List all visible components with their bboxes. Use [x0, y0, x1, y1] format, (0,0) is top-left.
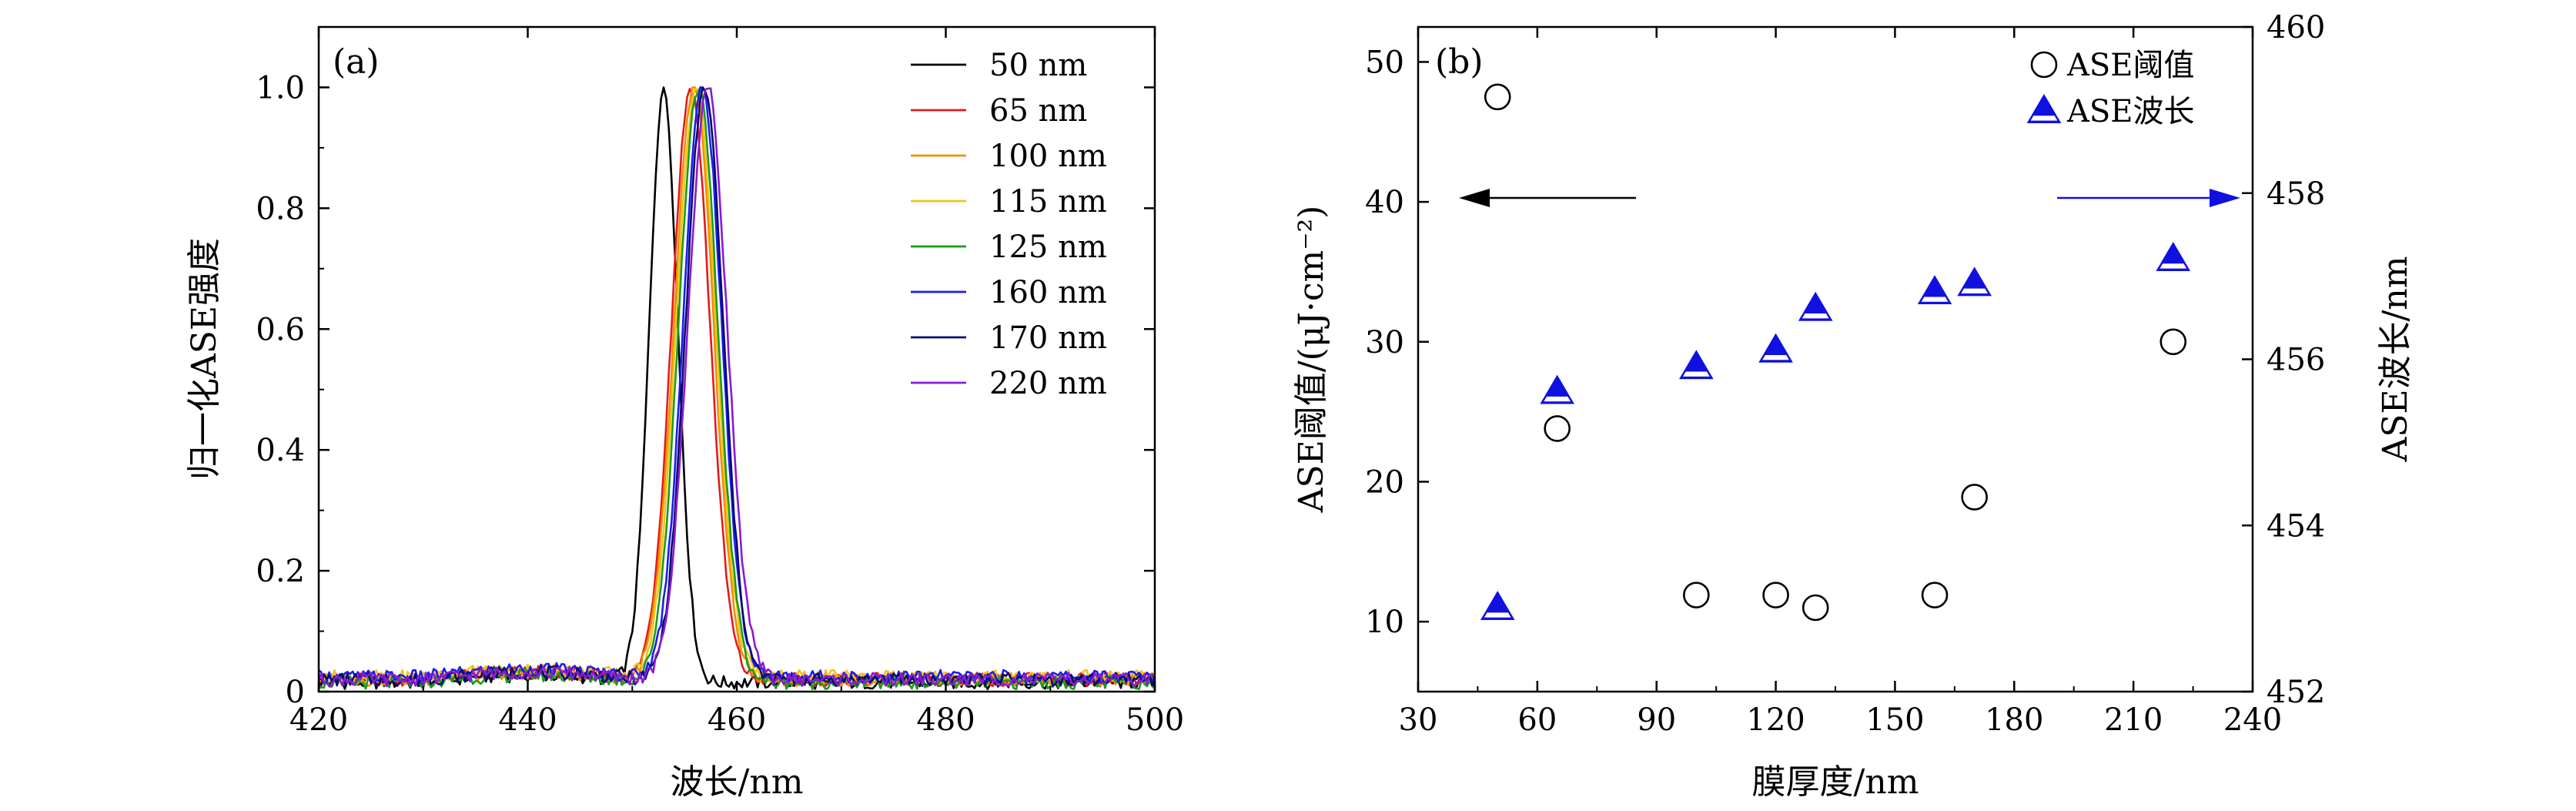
panel-b-ticks: 30 60 90 120 150 180 210 240 10 20 30 40 50 452 454 456…	[1365, 10, 2325, 738]
wavelength-point	[1798, 291, 1833, 321]
x-tick-label: 460	[708, 702, 766, 738]
panel-b-chart: 30 60 90 120 150 180 210 240 10 20 30 40 50 452 454 456…	[1292, 10, 2415, 802]
triangle-outline	[2156, 242, 2190, 271]
x-tick-label: 420	[289, 702, 348, 738]
triangle-outline	[1679, 350, 1714, 380]
left-y-tick-label: 40	[1365, 185, 1404, 220]
triangle-outline	[1480, 591, 1515, 620]
panel-a-legend: 50 nm 65 nm 100 nm 115 nm 125 nm 160 nm 170 nm…	[911, 48, 1107, 401]
right-axis-arrow-head	[2210, 189, 2240, 207]
y-tick-label: 0	[286, 675, 305, 710]
triangle-lower-half	[1543, 395, 1571, 402]
threshold-point	[1544, 415, 1571, 442]
triangle-lower-half	[2159, 263, 2187, 269]
x-tick-label: 180	[1985, 702, 2043, 738]
triangle-lower-half	[1802, 312, 1830, 319]
wavelength-point	[1480, 591, 1515, 620]
threshold-point	[2159, 328, 2187, 356]
right-y-tick-label: 458	[2267, 176, 2325, 212]
x-tick-label: 500	[1126, 702, 1184, 738]
wavelength-point	[2156, 242, 2190, 271]
legend-label: ASE阈值	[2066, 48, 2195, 83]
triangle-lower-half	[1960, 287, 1989, 294]
wavelength-point	[1957, 266, 1992, 297]
left-y-tick-label: 20	[1365, 464, 1404, 500]
x-tick-label: 210	[2104, 702, 2163, 738]
legend-label: 115 nm	[989, 184, 1107, 220]
panel-a-x-axis-label: 波长/nm	[671, 762, 804, 802]
panel-a-ticks: 420 440 460 480 500 0 0.2 0.4 0.6 0.8 1.0	[256, 26, 1184, 738]
y-tick-label: 0.4	[256, 433, 305, 468]
x-tick-label: 60	[1517, 702, 1557, 738]
x-tick-label: 120	[1746, 702, 1805, 738]
triangle-outline	[1758, 333, 1793, 363]
legend-label: 160 nm	[989, 275, 1107, 310]
threshold-point	[1762, 581, 1789, 608]
triangle-outline	[1917, 275, 1952, 305]
x-tick-label: 150	[1865, 702, 1924, 738]
wavelength-point	[1679, 350, 1714, 380]
panel-b-axis-arrows	[1459, 189, 2240, 207]
panel-a-label: (a)	[333, 42, 380, 82]
triangle-lower-half	[1761, 354, 1790, 360]
legend-label: 65 nm	[989, 93, 1087, 129]
threshold-point	[1921, 581, 1949, 608]
triangle-outline	[1798, 291, 1833, 321]
x-tick-label: 240	[2223, 702, 2282, 738]
panel-a-chart: 420 440 460 480 500 0 0.2 0.4 0.6 0.8 1.0 (a) 波长/n…	[185, 25, 1184, 802]
triangle-outline	[2026, 94, 2062, 123]
triangle-outline	[1957, 266, 1992, 297]
legend-label: 100 nm	[989, 139, 1107, 174]
panel-b-right-y-axis-label: ASE波长/nm	[2376, 256, 2415, 463]
panel-b-x-axis-label: 膜厚度/nm	[1752, 762, 1919, 802]
threshold-point	[1802, 594, 1829, 622]
wavelength-point	[1917, 275, 1952, 305]
y-tick-label: 0.8	[256, 191, 305, 226]
y-tick-label: 1.0	[256, 70, 305, 106]
x-tick-label: 30	[1399, 702, 1438, 738]
triangle-lower-half	[1682, 370, 1711, 377]
triangle-outline	[1540, 374, 1574, 404]
panel-b-legend: ASE阈值 ASE波长	[2026, 48, 2195, 129]
left-y-tick-label: 50	[1365, 45, 1404, 80]
legend-label: 170 nm	[989, 320, 1107, 356]
x-tick-label: 90	[1637, 702, 1676, 738]
threshold-point	[1484, 83, 1511, 111]
threshold-point	[1683, 581, 1710, 608]
wavelength-point	[1540, 374, 1574, 404]
triangle-lower-half	[1484, 612, 1512, 618]
panel-b-points	[1480, 83, 2190, 622]
wavelength-point	[1758, 333, 1793, 363]
panel-a-curves	[317, 86, 1156, 691]
left-y-tick-label: 10	[1365, 605, 1404, 640]
x-tick-label: 480	[916, 702, 975, 738]
right-y-tick-label: 460	[2267, 10, 2325, 45]
left-y-tick-label: 30	[1365, 325, 1404, 360]
legend-circle-marker	[2030, 51, 2058, 79]
right-y-tick-label: 456	[2267, 343, 2325, 378]
legend-label: 125 nm	[989, 230, 1107, 265]
legend-label: 50 nm	[989, 48, 1087, 83]
right-y-tick-label: 454	[2267, 508, 2325, 544]
triangle-lower-half	[1921, 296, 1949, 302]
panel-b-left-y-axis-label: ASE阈值/(μJ·cm⁻²)	[1292, 206, 1331, 514]
triangle-lower-half	[2030, 115, 2058, 121]
y-tick-label: 0.6	[256, 312, 305, 347]
left-axis-arrow-head	[1459, 189, 1490, 207]
legend-label: ASE波长	[2066, 94, 2195, 129]
legend-triangle-marker	[2026, 94, 2062, 123]
x-tick-label: 440	[498, 702, 557, 738]
right-y-tick-label: 452	[2267, 675, 2325, 710]
y-tick-label: 0.2	[256, 554, 305, 589]
series-line-220-nm	[317, 87, 1156, 688]
legend-label: 220 nm	[989, 366, 1107, 401]
panel-b-label: (b)	[1435, 42, 1484, 82]
panel-a-y-axis-label: 归一化ASE强度	[185, 238, 224, 480]
threshold-point	[1961, 484, 1988, 511]
